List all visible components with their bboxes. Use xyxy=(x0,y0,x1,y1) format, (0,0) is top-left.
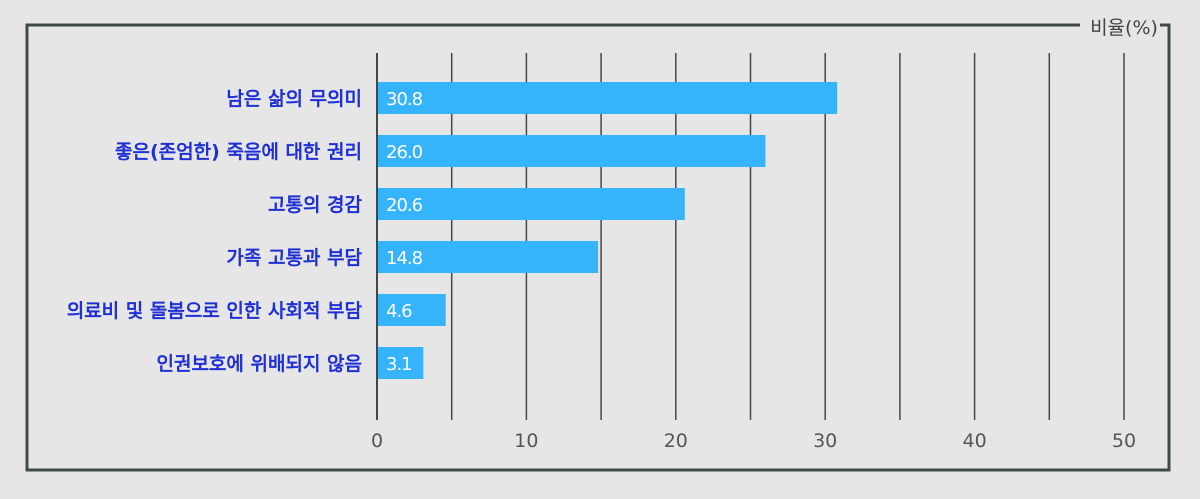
unit-label: 비율(%) xyxy=(1090,17,1158,39)
data-label: 14.8 xyxy=(386,248,423,269)
category-label: 좋은(존엄한) 죽음에 대한 권리 xyxy=(115,141,362,163)
category-label: 고통의 경감 xyxy=(268,194,363,216)
x-tick-label: 10 xyxy=(514,430,538,452)
x-tick-label: 20 xyxy=(664,430,688,452)
bar xyxy=(378,294,446,326)
data-label: 30.8 xyxy=(386,89,423,110)
bar xyxy=(378,188,685,220)
labels: 0 10 20 30 40 50 남은 삶의 무의미 30.8 좋은(존엄한) 죽음에 대한 권… xyxy=(67,88,1136,452)
grid-lines xyxy=(376,53,1125,420)
category-label: 의료비 및 돌봄으로 인한 사회적 부담 xyxy=(67,300,363,322)
x-tick-label: 50 xyxy=(1112,430,1136,452)
bar xyxy=(378,82,838,114)
data-label: 20.6 xyxy=(386,195,423,216)
bars xyxy=(378,82,838,379)
bar xyxy=(378,347,424,379)
x-tick-label: 30 xyxy=(813,430,837,452)
category-label: 인권보호에 위배되지 않음 xyxy=(156,353,362,375)
data-label: 4.6 xyxy=(386,301,412,322)
chart-frame xyxy=(25,23,1171,472)
x-tick-label: 0 xyxy=(371,430,383,452)
category-label: 가족 고통과 부담 xyxy=(226,247,362,269)
bar xyxy=(378,135,766,167)
x-tick-label: 40 xyxy=(963,430,987,452)
bar xyxy=(378,241,599,273)
data-label: 3.1 xyxy=(386,354,412,375)
data-label: 26.0 xyxy=(386,142,423,163)
category-label: 남은 삶의 무의미 xyxy=(226,88,362,110)
